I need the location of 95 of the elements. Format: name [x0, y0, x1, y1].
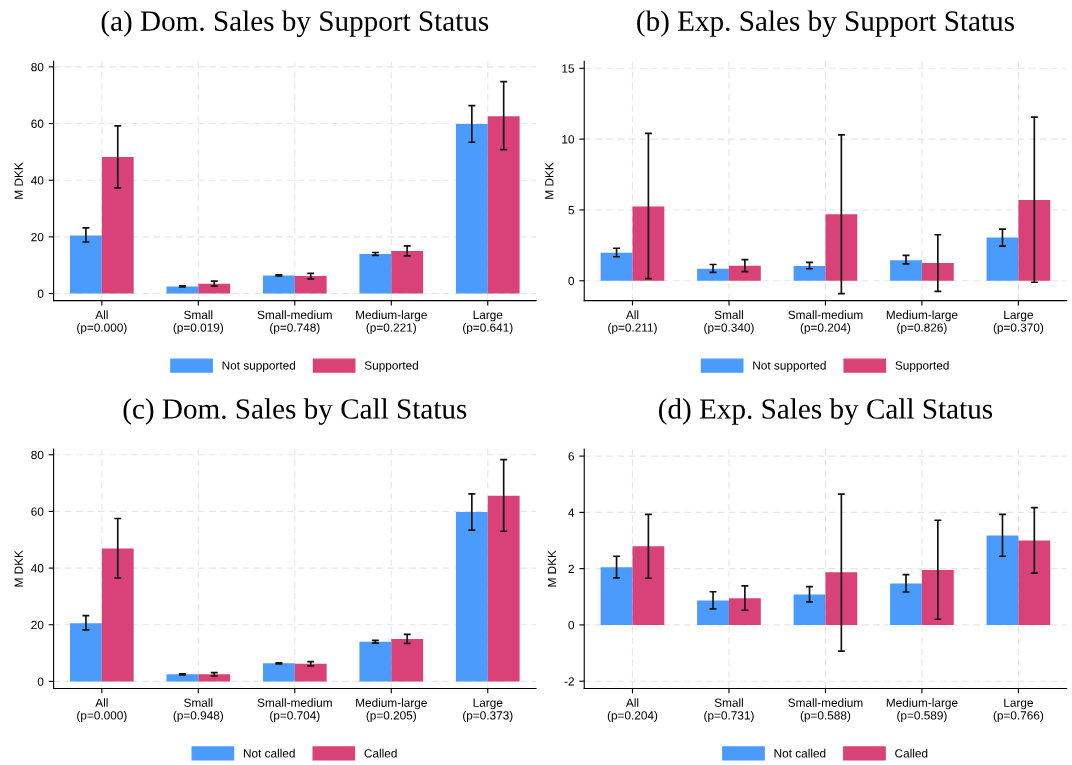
legend-label: Not supported — [753, 360, 826, 372]
bar — [487, 495, 520, 682]
y-tick-label: 2 — [568, 564, 574, 573]
chart-title: (d) Exp. Sales by Call Status — [659, 398, 993, 425]
bar — [825, 572, 858, 625]
bar — [487, 116, 520, 294]
y-tick-label: 0 — [568, 620, 575, 630]
bar — [890, 583, 922, 625]
bar — [294, 663, 327, 682]
chart-title: (c) Dom. Sales by Call Status — [123, 398, 467, 425]
bar — [70, 623, 102, 682]
bar — [359, 253, 392, 294]
x-tick-label: All (p=0.000) — [77, 698, 127, 722]
bar — [101, 156, 134, 294]
y-tick-label: 10 — [562, 135, 575, 144]
bar — [921, 570, 954, 625]
y-tick-label: 80 — [31, 62, 44, 72]
bar — [921, 263, 954, 281]
legend-label: Not called — [774, 748, 826, 758]
legend-label: Supported — [895, 360, 949, 372]
bar — [1018, 540, 1051, 625]
legend-label: Not supported — [222, 360, 296, 372]
bar — [198, 283, 231, 294]
y-tick-label: -2 — [564, 677, 574, 686]
legend-label: Supported — [364, 360, 418, 372]
bar — [391, 251, 424, 294]
legend-label: Called — [895, 748, 928, 758]
x-tick-label: Small (p=0.019) — [173, 310, 224, 335]
y-tick-label: 20 — [31, 620, 44, 630]
bar — [728, 598, 761, 625]
bar — [1018, 200, 1051, 281]
x-tick-label: Large (p=0.766) — [993, 698, 1044, 722]
bar — [166, 674, 199, 682]
bar — [825, 214, 858, 281]
x-tick-label: Large (p=0.641) — [463, 310, 513, 335]
bar — [986, 237, 1019, 281]
y-tick-label: 20 — [31, 232, 44, 242]
y-tick-label: 4 — [568, 508, 575, 517]
legend-label: Called — [364, 748, 397, 758]
y-axis-title: M DKK — [14, 550, 23, 587]
chart-title: (a) Dom. Sales by Support Status — [101, 10, 489, 37]
x-tick-label: Small (p=0.731) — [704, 698, 754, 722]
x-tick-label: Medium-large (p=0.589) — [886, 698, 958, 722]
legend-label: Not called — [243, 748, 295, 758]
bar — [198, 674, 231, 682]
chart-title: (b) Exp. Sales by Support Status — [637, 10, 1014, 37]
bar — [632, 206, 665, 281]
bar — [793, 594, 826, 625]
bar — [728, 265, 761, 281]
bar — [632, 546, 665, 625]
bar — [359, 641, 392, 682]
x-tick-label: Small-medium (p=0.204) — [788, 310, 863, 335]
x-tick-label: Small (p=0.948) — [173, 698, 224, 722]
y-tick-label: 80 — [31, 450, 44, 460]
y-tick-label: 0 — [37, 677, 44, 686]
y-tick-label: 5 — [568, 206, 575, 215]
bar — [600, 567, 633, 625]
bar — [600, 252, 633, 281]
x-tick-label: Large (p=0.373) — [463, 698, 513, 722]
y-tick-label: 15 — [562, 64, 575, 73]
y-tick-label: 0 — [37, 289, 44, 298]
x-tick-label: Large (p=0.370) — [993, 310, 1044, 335]
y-tick-label: 60 — [31, 119, 44, 128]
y-axis-title: M DKK — [545, 162, 554, 199]
y-tick-label: 60 — [31, 507, 44, 516]
bar — [262, 663, 295, 682]
bar — [455, 511, 488, 682]
x-tick-label: Medium-large (p=0.221) — [356, 310, 427, 335]
x-tick-label: All (p=0.211) — [608, 310, 657, 335]
bar — [101, 548, 134, 682]
bar — [890, 260, 922, 281]
y-tick-label: 40 — [31, 564, 44, 573]
x-tick-label: Small-medium (p=0.704) — [257, 698, 332, 722]
y-tick-label: 0 — [568, 276, 575, 286]
x-tick-label: Small-medium (p=0.588) — [788, 698, 863, 722]
bar — [697, 268, 729, 281]
x-tick-label: Medium-large (p=0.826) — [886, 310, 958, 335]
y-axis-title: M DKK — [547, 550, 557, 587]
x-tick-label: Medium-large (p=0.205) — [356, 698, 427, 722]
bar — [294, 275, 327, 294]
x-tick-label: Small (p=0.340) — [704, 310, 754, 335]
bar — [70, 235, 102, 294]
x-tick-label: All (p=0.204) — [607, 698, 658, 722]
bar — [455, 124, 488, 294]
y-axis-title: M DKK — [14, 162, 23, 199]
y-tick-label: 40 — [31, 176, 44, 185]
x-tick-label: Small-medium (p=0.748) — [257, 310, 332, 335]
bar — [391, 638, 424, 682]
y-tick-label: 6 — [568, 452, 574, 461]
x-tick-label: All (p=0.000) — [77, 310, 127, 335]
bar — [166, 286, 199, 294]
bar — [986, 535, 1019, 625]
bar — [262, 275, 295, 294]
bar — [697, 600, 729, 625]
bar — [793, 265, 826, 281]
